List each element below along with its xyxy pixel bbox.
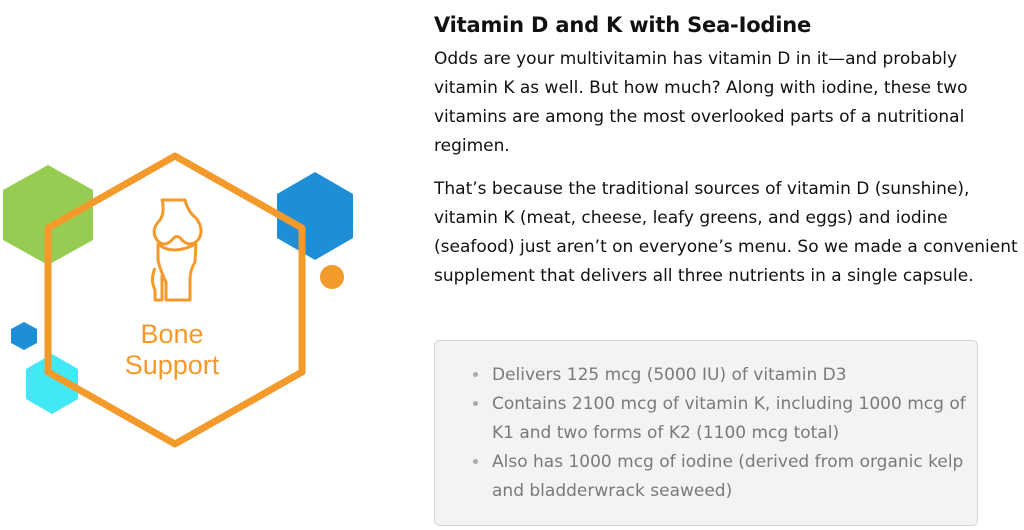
page-title: Vitamin D and K with Sea-Iodine <box>434 13 812 37</box>
green-hexagon <box>3 165 93 265</box>
list-item: Delivers 125 mcg (5000 IU) of vitamin D3 <box>490 361 977 390</box>
orange-hexagon-frame <box>44 152 306 448</box>
blue-hexagon <box>277 172 353 260</box>
bone-support-graphic: Bone Support <box>0 140 360 460</box>
orange-dot <box>320 265 344 289</box>
bone-label: Bone <box>140 319 203 349</box>
support-label: Support <box>125 350 220 380</box>
paragraph-reason: That’s because the traditional sources o… <box>434 179 1018 286</box>
list-item: Also has 1000 mcg of iodine (derived fro… <box>490 448 977 506</box>
description-section: Vitamin D and K with Sea-Iodine Odds are… <box>434 0 1024 305</box>
list-item: Contains 2100 mcg of vitamin K, includin… <box>490 390 977 448</box>
benefits-box: Delivers 125 mcg (5000 IU) of vitamin D3… <box>434 340 978 526</box>
knee-joint-icon <box>151 198 203 302</box>
small-blue-hexagon <box>11 322 37 350</box>
paragraph-intro: Odds are your multivitamin has vitamin D… <box>434 49 968 156</box>
benefits-list: Delivers 125 mcg (5000 IU) of vitamin D3… <box>435 361 977 506</box>
cyan-hexagon <box>26 354 78 414</box>
